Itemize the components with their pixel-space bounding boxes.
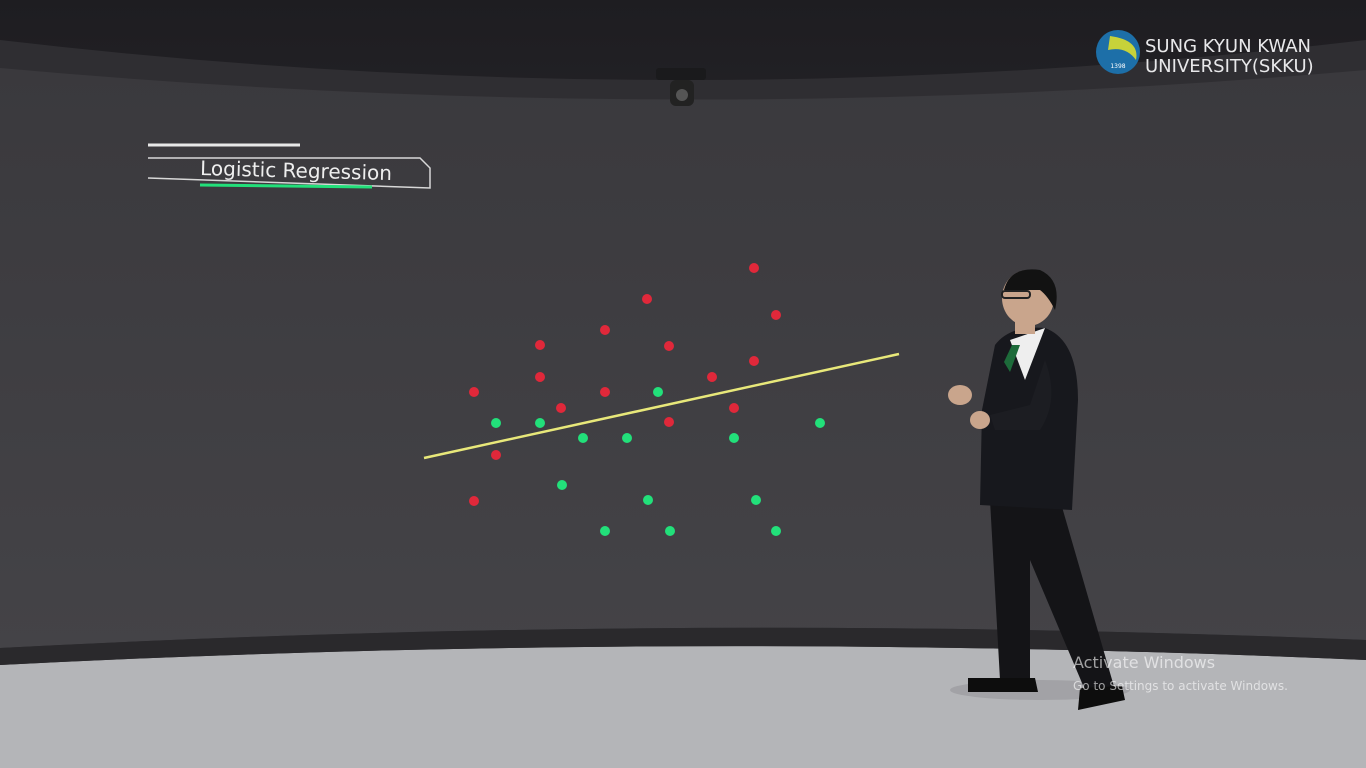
green-dot: [815, 418, 825, 428]
shoe: [968, 678, 1038, 692]
green-dot: [557, 480, 567, 490]
red-dot: [491, 450, 501, 460]
logo: 1398 SUNG KYUN KWAN UNIVERSITY(SKKU): [1096, 30, 1314, 77]
scatter-illustration: [423, 263, 900, 536]
decision-boundary: [423, 352, 900, 460]
red-dot: [469, 387, 479, 397]
green-dot: [578, 433, 588, 443]
slide-title: Logistic Regression: [200, 156, 392, 185]
logo-line: SUNG KYUN KWAN: [1145, 36, 1311, 57]
red-dot: [600, 325, 610, 335]
presenter: [948, 269, 1130, 710]
shoe: [1078, 686, 1125, 710]
class-a-points: [469, 263, 781, 506]
green-dot: [751, 495, 761, 505]
camera: [656, 68, 706, 106]
hand: [970, 411, 990, 429]
green-dot: [535, 418, 545, 428]
red-dot: [664, 341, 674, 351]
red-dot: [707, 372, 717, 382]
glasses: [1001, 290, 1031, 299]
title-underline: [199, 183, 373, 189]
watermark-title: Activate Windows: [1073, 653, 1215, 672]
screen-wall: [0, 68, 1366, 648]
hair: [1004, 269, 1057, 310]
class-b-points: [491, 387, 825, 536]
title-frame: [147, 157, 431, 189]
trousers: [990, 500, 1115, 690]
green-dot: [771, 526, 781, 536]
activation-watermark: Activate Windows Go to Settings to activ…: [1073, 653, 1288, 693]
green-dot: [653, 387, 663, 397]
red-dot: [556, 403, 566, 413]
red-dot: [600, 387, 610, 397]
green-dot: [729, 433, 739, 443]
arm: [990, 360, 1052, 430]
red-dot: [749, 356, 759, 366]
hand: [948, 385, 972, 405]
red-dot: [771, 310, 781, 320]
red-dot: [535, 372, 545, 382]
red-dot: [749, 263, 759, 273]
green-dot: [665, 526, 675, 536]
green-dot: [491, 418, 501, 428]
tie: [1004, 345, 1020, 372]
logo-emblem: [1096, 30, 1140, 74]
shirt: [1010, 328, 1045, 380]
red-dot: [729, 403, 739, 413]
red-dot: [664, 417, 674, 427]
title-panel: Logistic Regression: [147, 143, 431, 189]
green-dot: [643, 495, 653, 505]
red-dot: [642, 294, 652, 304]
logo-year: 1398: [1110, 63, 1125, 70]
logo-line: UNIVERSITY(SKKU): [1145, 56, 1314, 77]
red-dot: [535, 340, 545, 350]
logo-leaf: [1108, 36, 1137, 60]
red-dot: [469, 496, 479, 506]
green-dot: [622, 433, 632, 443]
green-dot: [600, 526, 610, 536]
watermark-subtitle: Go to Settings to activate Windows.: [1073, 679, 1288, 693]
